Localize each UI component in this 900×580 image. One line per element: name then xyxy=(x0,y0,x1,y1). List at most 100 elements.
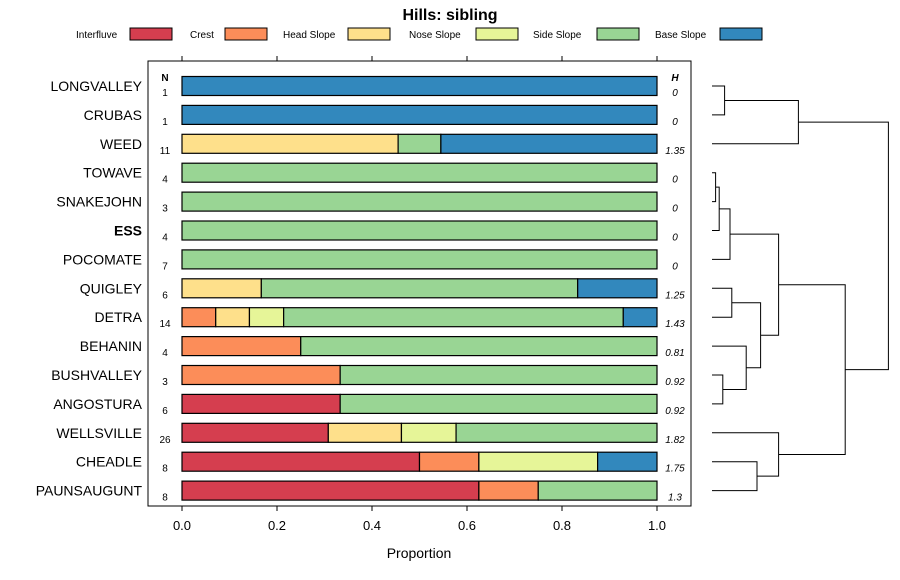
h-column-header: H xyxy=(671,73,679,84)
row-label-quigley: QUIGLEY xyxy=(80,280,143,296)
row-label-longvalley: LONGVALLEY xyxy=(50,78,142,94)
bar-segment-wellsville-nose-slope xyxy=(400,422,457,443)
n-value: 6 xyxy=(162,406,168,417)
n-value: 3 xyxy=(162,204,168,215)
x-tick-label: 1.0 xyxy=(648,518,666,533)
h-value: 0.81 xyxy=(665,348,684,359)
x-tick-label: 0.2 xyxy=(268,518,286,533)
h-value: 0 xyxy=(672,117,678,128)
bar-segment-wellsville-head-slope xyxy=(327,422,403,443)
bar-segment-angostura-interfluve xyxy=(181,393,341,414)
x-tick-label: 0.4 xyxy=(363,518,381,533)
legend: Interfluve Crest Head Slope Nose Slope Side … xyxy=(76,27,763,41)
dendrogram-link xyxy=(712,345,747,390)
h-value: 0 xyxy=(672,88,678,99)
n-value: 11 xyxy=(160,146,171,157)
row-label-snakejohn: SNAKEJOHN xyxy=(56,194,142,210)
bar-segment-detra-base-slope xyxy=(622,307,658,328)
bar-segment-bushvalley-side-slope xyxy=(339,364,658,386)
plot-frame xyxy=(147,60,692,507)
legend-swatch-nose-slope xyxy=(475,27,519,41)
row-label-weed: WEED xyxy=(100,136,142,152)
row-label-crubas: CRUBAS xyxy=(84,107,142,123)
legend-label-head-slope: Head Slope xyxy=(283,30,336,41)
row-label-angostura: ANGOSTURA xyxy=(53,396,142,412)
h-value: 1.25 xyxy=(665,290,685,301)
h-value: 0 xyxy=(672,261,678,272)
legend-label-side-slope: Side Slope xyxy=(533,30,582,41)
h-value: 0 xyxy=(672,175,678,186)
h-value: 1.43 xyxy=(665,319,685,330)
n-value: 7 xyxy=(162,261,168,272)
h-value: 1.3 xyxy=(668,493,682,504)
n-value: 4 xyxy=(162,175,168,186)
bar-segment-weed-side-slope xyxy=(397,133,442,154)
row-label-wellsville: WELLSVILLE xyxy=(56,425,142,441)
bar-segment-detra-nose-slope xyxy=(248,307,285,328)
dendrogram-link xyxy=(730,233,780,336)
legend-swatch-side-slope xyxy=(596,27,640,41)
row-label-pocomate: POCOMATE xyxy=(63,251,142,267)
bar-segment-paunsaugunt-crest xyxy=(478,480,539,501)
dendrogram-link xyxy=(712,287,733,318)
bar-segment-behanin-crest xyxy=(181,336,302,357)
legend-label-nose-slope: Nose Slope xyxy=(409,30,461,41)
row-label-towave: TOWAVE xyxy=(83,165,142,181)
bar-segment-quigley-head-slope xyxy=(181,278,262,299)
bar-segment-detra-side-slope xyxy=(283,307,624,328)
n-value: 6 xyxy=(162,290,168,301)
h-value: 1.82 xyxy=(665,435,685,446)
h-value: 0 xyxy=(672,204,678,215)
h-value: 0.92 xyxy=(665,377,685,388)
dendrogram-link xyxy=(712,432,780,477)
n-value: 1 xyxy=(162,117,168,128)
n-value: 3 xyxy=(162,377,168,388)
row-label-cheadle: CHEADLE xyxy=(76,454,142,470)
bar-segment-wellsville-side-slope xyxy=(455,422,658,443)
dendrogram-link xyxy=(778,284,846,455)
bar-segment-cheadle-interfluve xyxy=(181,451,421,472)
dendrogram-link xyxy=(798,121,889,371)
legend-swatch-base-slope xyxy=(719,27,763,41)
legend-label-crest: Crest xyxy=(190,30,214,41)
bar-segment-crubas-base-slope xyxy=(181,104,658,126)
h-value: 1.35 xyxy=(665,146,685,157)
row-label-ess: ESS xyxy=(114,223,142,239)
bar-segment-paunsaugunt-interfluve xyxy=(181,480,480,501)
bar-segment-detra-crest xyxy=(181,307,217,328)
n-value: 8 xyxy=(162,464,168,475)
bar-segment-cheadle-nose-slope xyxy=(478,451,599,472)
bar-segment-cheadle-base-slope xyxy=(597,451,658,472)
chart-title: Hills: sibling xyxy=(402,7,497,24)
n-value: 14 xyxy=(159,319,171,330)
h-value: 1.75 xyxy=(665,464,685,475)
legend-swatch-head-slope xyxy=(347,27,391,41)
bar-segment-bushvalley-crest xyxy=(181,364,341,386)
dendrogram-link xyxy=(712,374,724,405)
bar-segment-quigley-side-slope xyxy=(260,278,579,299)
row-label-bushvalley: BUSHVALLEY xyxy=(51,367,142,383)
x-tick-label: 0.0 xyxy=(173,518,191,533)
bar-segment-pocomate-side-slope xyxy=(181,249,658,270)
n-value: 26 xyxy=(159,435,171,446)
bar-segment-wellsville-interfluve xyxy=(181,422,329,443)
legend-label-interfluve: Interfluve xyxy=(76,30,118,41)
x-axis-label: Proportion xyxy=(387,545,452,561)
plot-area: 0.0 0.2 0.4 0.6 0.8 1.0 N H LONGVALLEY 1 0 CRUBAS 1 0… xyxy=(36,56,692,533)
bar-segment-weed-head-slope xyxy=(181,133,399,154)
n-value: 4 xyxy=(162,233,168,244)
dendrogram-link xyxy=(712,85,726,116)
legend-swatch-crest xyxy=(224,27,268,41)
dendrogram-link xyxy=(712,461,758,492)
row-label-detra: DETRA xyxy=(95,309,143,325)
n-value: 4 xyxy=(162,348,168,359)
row-label-paunsaugunt: PAUNSAUGUNT xyxy=(36,483,143,499)
bar-segment-longvalley-base-slope xyxy=(181,75,658,97)
x-tick-label: 0.8 xyxy=(553,518,571,533)
bar-segment-cheadle-crest xyxy=(418,451,480,472)
bar-segment-towave-side-slope xyxy=(181,162,658,183)
n-value: 1 xyxy=(162,88,168,99)
bar-segment-weed-base-slope xyxy=(440,133,658,154)
bar-segment-detra-head-slope xyxy=(215,307,251,328)
